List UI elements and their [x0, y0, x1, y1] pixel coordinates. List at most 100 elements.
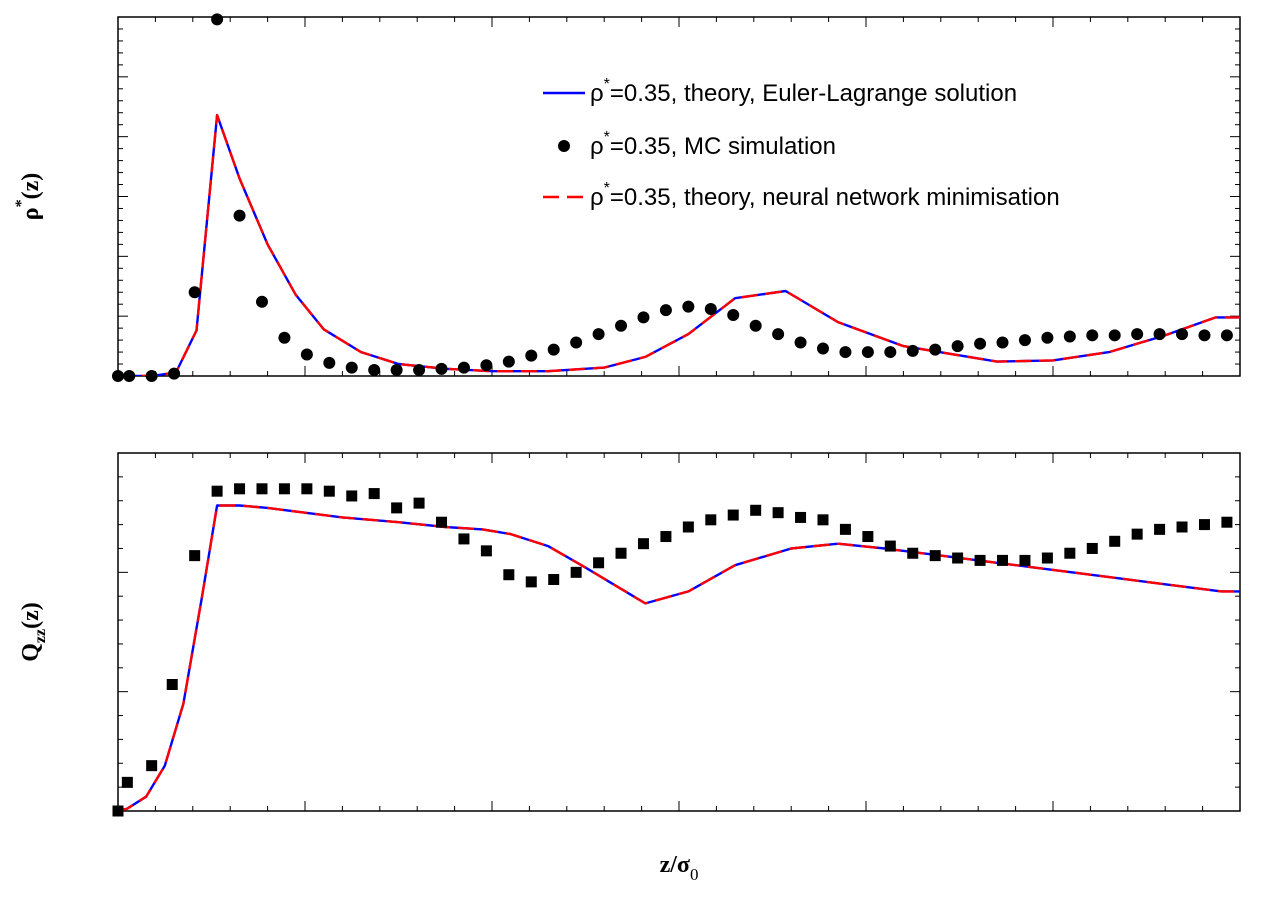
mc-data-point: [839, 523, 851, 535]
mc-data-point: [436, 516, 448, 528]
mc-data-point: [1131, 328, 1144, 341]
mc-data-point: [1086, 329, 1099, 342]
mc-data-point: [188, 286, 201, 299]
mc-data-point: [817, 514, 829, 526]
mc-data-point: [637, 538, 649, 550]
mc-data-point: [816, 342, 829, 355]
mc-data-point: [705, 514, 717, 526]
x-axis-label: z/σ0: [660, 852, 699, 884]
mc-data-point: [300, 348, 313, 361]
mc-data-point: [1198, 519, 1210, 531]
mc-data-point: [727, 509, 739, 521]
mc-data-point: [480, 359, 493, 372]
mc-data-point: [480, 545, 492, 557]
mc-data-point: [570, 566, 582, 578]
mc-data-point: [1221, 516, 1233, 528]
mc-data-point: [413, 497, 425, 509]
mc-data-point: [1018, 334, 1031, 347]
mc-data-point: [503, 569, 515, 581]
mc-data-point: [1019, 554, 1031, 566]
mc-data-point: [1176, 328, 1189, 341]
mc-data-point: [146, 760, 158, 772]
mc-data-point: [659, 304, 672, 317]
mc-data-point: [346, 490, 358, 502]
mc-data-point: [682, 521, 694, 533]
mc-data-point: [974, 554, 986, 566]
mc-data-point: [996, 336, 1009, 349]
mc-data-point: [121, 776, 133, 788]
mc-data-point: [502, 355, 515, 368]
mc-data-point: [189, 550, 201, 562]
mc-data-point: [1109, 535, 1121, 547]
mc-data-point: [525, 576, 537, 588]
mc-data-point: [861, 346, 874, 359]
mc-data-point: [951, 340, 964, 353]
mc-data-point: [168, 367, 181, 380]
mc-data-point: [301, 483, 313, 495]
mc-data-point: [211, 485, 223, 497]
mc-data-point: [368, 364, 381, 377]
mc-data-point: [1220, 329, 1233, 342]
plot-area: [118, 113, 1240, 376]
mc-data-point: [211, 13, 224, 26]
mc-data-point: [749, 319, 762, 332]
mc-data-point: [145, 370, 158, 382]
mc-data-point: [123, 370, 136, 382]
mc-data-point: [323, 485, 335, 497]
mc-data-point: [1154, 523, 1166, 535]
legend-marker-circle: [558, 140, 570, 152]
mc-data-point: [525, 349, 538, 362]
mc-data-point: [795, 511, 807, 523]
mc-data-point: [660, 531, 672, 543]
mc-data-point: [772, 328, 785, 341]
mc-data-point: [615, 319, 628, 332]
mc-data-point: [637, 311, 650, 324]
mc-data-point: [1041, 331, 1054, 344]
mc-data-point: [907, 547, 919, 559]
mc-data-point: [1198, 329, 1211, 342]
mc-data-point: [256, 483, 268, 495]
mc-data-point: [1131, 528, 1143, 540]
mc-data-point: [704, 302, 717, 315]
mc-data-point: [278, 331, 291, 344]
legend-entry-label: ρ*=0.35, theory, Euler-Lagrange solution: [590, 76, 1017, 107]
mc-data-point: [391, 502, 403, 514]
mc-data-point: [906, 344, 919, 357]
mc-data-point: [1153, 328, 1166, 341]
mc-data-point: [952, 552, 964, 564]
mc-data-point: [772, 507, 784, 519]
density-panel: ρ*(z) ρ*=0.35, theory, Euler-Lagrange sol…: [13, 13, 1241, 382]
mc-data-point: [1108, 329, 1121, 342]
mc-data-point: [112, 370, 124, 382]
mc-data-point: [727, 308, 740, 321]
mc-data-point: [458, 533, 470, 545]
plot-frame: [117, 452, 1241, 812]
mc-data-point: [750, 504, 762, 516]
legend-entry-label: ρ*=0.35, MC simulation: [590, 129, 836, 160]
mc-data-point: [929, 550, 941, 562]
mc-data-point: [1086, 542, 1098, 554]
mc-data-point: [255, 295, 268, 308]
mc-data-point: [1176, 521, 1188, 533]
mc-data-point: [323, 356, 336, 369]
mc-data-point: [570, 336, 583, 349]
mc-data-point: [974, 337, 987, 350]
mc-data-point: [234, 483, 246, 495]
mc-data-point: [548, 573, 560, 585]
mc-data-point: [435, 362, 448, 375]
series-line-nn: [118, 113, 1240, 376]
mc-data-point: [794, 336, 807, 349]
mc-data-point: [1064, 547, 1076, 559]
y-axis-label: ρ*(z): [13, 173, 44, 220]
mc-data-point: [862, 531, 874, 543]
mc-data-point: [112, 805, 124, 817]
mc-data-point: [457, 361, 470, 374]
y-axis-label: Qzz(z): [18, 602, 49, 662]
mc-data-point: [1063, 330, 1076, 343]
mc-data-point: [166, 679, 178, 691]
mc-data-point: [233, 209, 246, 222]
order-parameter-panel: Qzz(z) z/σ0: [18, 452, 1241, 884]
mc-data-point: [884, 346, 897, 359]
